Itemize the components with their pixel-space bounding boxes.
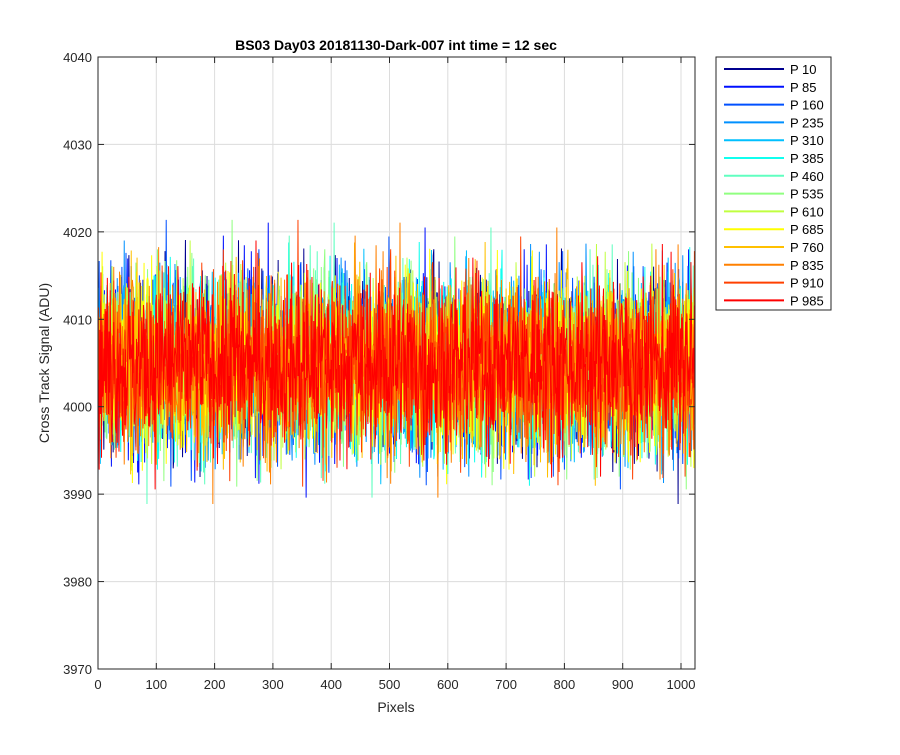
y-tick-label: 4000 <box>63 400 92 415</box>
legend-label: P 460 <box>790 169 824 184</box>
x-tick-label: 1000 <box>667 677 696 692</box>
legend-label: P 760 <box>790 240 824 255</box>
legend-label: P 10 <box>790 62 817 77</box>
legend-label: P 85 <box>790 80 817 95</box>
legend-label: P 985 <box>790 293 824 308</box>
axes: 0 100 200 300 400 500 600 700 800 900 1000 3970 3980… <box>63 50 695 692</box>
x-tick-label: 400 <box>320 677 342 692</box>
legend-label: P 310 <box>790 133 824 148</box>
legend-entry: P 310 <box>724 133 824 148</box>
legend-entry: P 235 <box>724 115 824 130</box>
legend-label: P 385 <box>790 151 824 166</box>
legend-entry: P 910 <box>724 276 824 291</box>
legend-entry: P 535 <box>724 187 824 202</box>
legend-box <box>715 56 832 311</box>
y-tick-label: 3990 <box>63 487 92 502</box>
y-axis-label: Cross Track Signal (ADU) <box>36 283 52 443</box>
y-tick-label: 4040 <box>63 50 92 65</box>
x-tick-label: 300 <box>262 677 284 692</box>
x-tick-label: 100 <box>145 677 167 692</box>
legend-label: P 235 <box>790 115 824 130</box>
y-tick-label: 4030 <box>63 137 92 152</box>
legend-label: P 535 <box>790 187 824 202</box>
y-tick-label: 3980 <box>63 575 92 590</box>
legend-entry: P 985 <box>724 293 824 308</box>
legend: P 10 P 85 P 160 P 235 P 310 P 385 P 460 P 535 P … <box>715 56 832 311</box>
series-layer <box>97 219 695 505</box>
legend-entry: P 610 <box>724 204 824 219</box>
x-tick-label: 700 <box>495 677 517 692</box>
legend-entry: P 685 <box>724 222 824 237</box>
legend-label: P 160 <box>790 98 824 113</box>
y-tick-label: 4010 <box>63 312 92 327</box>
plot-frame <box>97 56 696 670</box>
x-axis-label: Pixels <box>377 699 414 715</box>
legend-label: P 610 <box>790 204 824 219</box>
x-tick-label: 800 <box>554 677 576 692</box>
legend-entry: P 160 <box>724 98 824 113</box>
chart-title: BS03 Day03 20181130-Dark-007 int time = … <box>235 37 557 53</box>
x-tick-label: 900 <box>612 677 634 692</box>
legend-label: P 910 <box>790 276 824 291</box>
x-tick-label: 200 <box>204 677 226 692</box>
legend-entry: P 760 <box>724 240 824 255</box>
x-tick-label: 0 <box>94 677 101 692</box>
legend-entry: P 835 <box>724 258 824 273</box>
legend-entry: P 385 <box>724 151 824 166</box>
legend-label: P 685 <box>790 222 824 237</box>
legend-entry: P 460 <box>724 169 824 184</box>
legend-entry: P 10 <box>724 62 817 77</box>
legend-entry: P 85 <box>724 80 817 95</box>
series-line-p-985 <box>97 240 695 490</box>
y-tick-label: 3970 <box>63 662 92 677</box>
x-tick-label: 500 <box>379 677 401 692</box>
legend-label: P 835 <box>790 258 824 273</box>
y-tick-label: 4020 <box>63 225 92 240</box>
x-tick-label: 600 <box>437 677 459 692</box>
